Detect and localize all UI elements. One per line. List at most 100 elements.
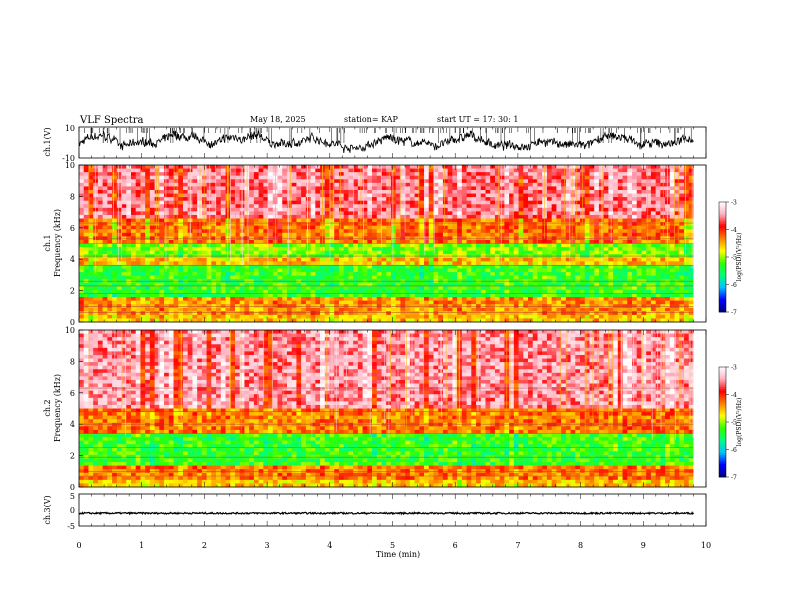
spectrogram-cell	[93, 229, 99, 234]
spectrogram-cell	[145, 232, 151, 237]
spectrogram-cell	[395, 179, 401, 184]
spectrogram-cell	[315, 189, 321, 194]
spectrogram-cell	[414, 243, 420, 248]
spectrogram-cell	[140, 293, 146, 298]
spectrogram-cell	[381, 314, 387, 319]
spectrogram-cell	[145, 311, 151, 316]
spectrogram-cell	[286, 297, 293, 301]
spectrogram-cell	[305, 225, 312, 230]
spectrogram-cell	[249, 297, 255, 301]
spectrogram-cell	[164, 289, 170, 294]
spectrogram-cell	[305, 207, 312, 212]
spectrogram-cell	[561, 179, 567, 184]
spectrogram-cell	[551, 189, 557, 194]
spectrogram-cell	[405, 297, 411, 301]
spectrogram-cell	[400, 232, 406, 237]
spectrogram-cell	[334, 175, 340, 180]
spectrogram-cell	[154, 165, 160, 169]
spectrogram-cell	[230, 204, 236, 209]
spectrogram-cell	[428, 186, 434, 191]
spectrogram-cell	[291, 300, 297, 305]
spectrogram-cell	[301, 222, 307, 227]
spectrogram-cell	[419, 168, 425, 173]
spectrogram-cell	[561, 311, 567, 316]
spectrogram-cell	[225, 275, 231, 280]
spectrogram-cell	[244, 282, 250, 287]
spectrogram-cell	[126, 175, 132, 180]
spectrogram-cell	[220, 211, 226, 216]
spectrogram-cell	[130, 197, 137, 202]
spectrogram-cell	[546, 172, 553, 177]
spectrogram-cell	[225, 214, 231, 219]
spectrogram-cell	[476, 250, 482, 255]
spectrogram-cell	[79, 300, 85, 305]
spectrogram-cell	[164, 307, 170, 312]
spectrogram-cell	[400, 179, 406, 184]
spectrogram-cell	[263, 289, 269, 294]
spectrogram-cell	[135, 282, 141, 287]
spectrogram-cell	[197, 250, 203, 255]
spectrogram-cell	[79, 211, 85, 216]
spectrogram-cell	[239, 297, 245, 301]
spectrogram-cell	[570, 225, 576, 230]
spectrogram-cell	[315, 318, 321, 323]
spectrogram-cell	[79, 218, 85, 223]
spectrogram-cell	[79, 297, 85, 301]
spectrogram-cell	[405, 186, 411, 191]
spectrogram-cell	[121, 297, 127, 301]
spectrogram-cell	[509, 186, 515, 191]
spectrogram-cell	[532, 286, 538, 291]
spectrogram-cell	[551, 272, 557, 277]
spectrogram-cell	[494, 272, 501, 277]
spectrogram-cell	[348, 275, 354, 280]
spectrogram-cell	[272, 293, 278, 298]
spectrogram-cell	[116, 207, 122, 212]
spectrogram-cell	[249, 311, 255, 316]
spectrogram-cell	[258, 286, 264, 291]
spectrogram-cell	[556, 300, 562, 305]
spectrogram-cell	[301, 225, 307, 230]
spectrogram-cell	[79, 275, 85, 280]
spectrogram-cell	[301, 179, 307, 184]
spectrogram-cell	[244, 268, 250, 273]
spectrogram-cell	[83, 314, 89, 319]
spectrogram-cell	[310, 225, 316, 230]
spectrogram-cell	[457, 175, 463, 180]
spectrogram-cell	[291, 247, 297, 252]
spectrogram-cell	[315, 311, 321, 316]
spectrogram-cell	[102, 222, 108, 227]
spectrogram-cell	[102, 275, 108, 280]
spectrogram-cell	[490, 189, 496, 194]
spectrogram-cell	[570, 186, 576, 191]
spectrogram-cell	[135, 211, 141, 216]
spectrogram-cell	[159, 289, 165, 294]
spectrogram-cell	[310, 282, 316, 287]
spectrogram-cell	[556, 268, 562, 273]
spectrogram-cell	[310, 272, 316, 277]
spectrogram-cell	[338, 204, 345, 209]
spectrogram-cell	[291, 275, 297, 280]
spectrogram-cell	[532, 318, 538, 323]
spectrogram-cell	[116, 247, 122, 252]
spectrogram-cell	[168, 207, 174, 212]
spectrogram-cell	[296, 232, 302, 237]
spectrogram-cell	[424, 314, 430, 319]
spectrogram-cell	[357, 225, 363, 230]
spectrogram-cell	[239, 268, 245, 273]
spectrogram-cell	[428, 175, 434, 180]
spectrogram-cell	[494, 247, 501, 252]
spectrogram-cell	[182, 247, 189, 252]
spectrogram-cell	[353, 243, 359, 248]
spectrogram-cell	[263, 318, 269, 323]
spectrogram-cell	[471, 218, 477, 223]
spectrogram-cell	[457, 207, 463, 212]
spectrogram-cell	[272, 314, 278, 319]
spectrogram-cell	[367, 200, 373, 205]
spectrogram-cell	[126, 300, 132, 305]
spectrogram-cell	[277, 286, 283, 291]
spectrogram-cell	[537, 207, 543, 212]
spectrogram-cell	[405, 250, 411, 255]
spectrogram-cell	[88, 186, 94, 191]
spectrogram-cell	[154, 311, 160, 316]
spectrogram-cell	[249, 236, 255, 241]
